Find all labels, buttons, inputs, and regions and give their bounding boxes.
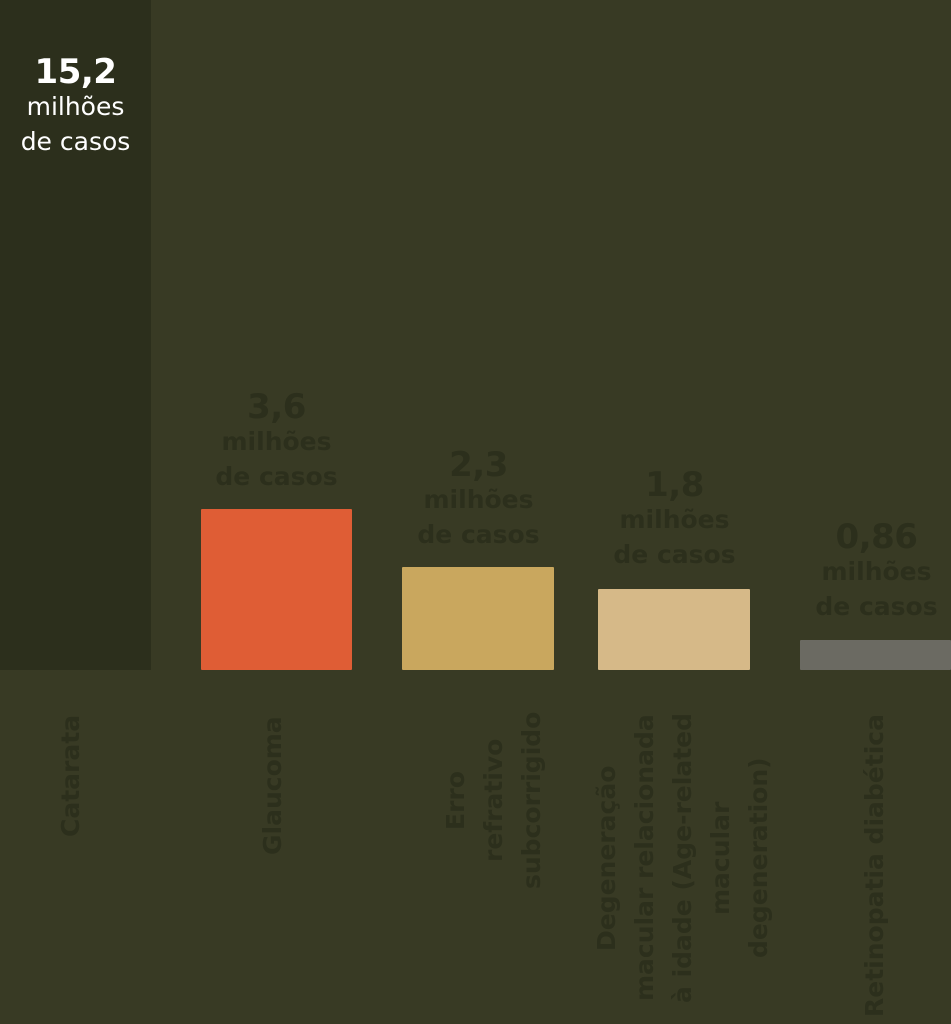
bar-retinopatia-diabetica — [800, 640, 951, 670]
bar-erro-refrativo — [402, 567, 554, 670]
category-label-degeneracao-macular: Degeneração macular relacionada à idade … — [592, 713, 773, 1003]
value-unit: milhões — [26, 92, 125, 121]
category-label-erro-refrativo: Erro refrativo subcorrigido — [441, 711, 546, 890]
value-unit: de casos — [417, 520, 540, 549]
value-label-degeneracao-macular: 1,8 milhões de casos — [584, 468, 765, 572]
category-label-retinopatia-diabetica: Retinopatia diabética — [860, 714, 889, 1017]
category-label-glaucoma: Glaucoma — [258, 716, 287, 855]
value-number: 3,6 — [247, 387, 306, 427]
value-unit: de casos — [215, 462, 338, 491]
value-label-retinopatia-diabetica: 0,86 milhões de casos — [786, 520, 951, 624]
bar-glaucoma — [201, 509, 352, 670]
value-label-erro-refrativo: 2,3 milhões de casos — [388, 448, 569, 552]
value-label-catarata: 15,2 milhões de casos — [0, 55, 151, 159]
value-unit: de casos — [20, 127, 131, 156]
value-unit: milhões — [221, 427, 332, 456]
value-number: 2,3 — [449, 445, 508, 485]
value-unit: milhões — [619, 505, 730, 534]
value-unit: milhões — [821, 557, 932, 586]
value-number: 15,2 — [34, 52, 117, 92]
bar-catarata — [0, 0, 151, 670]
value-unit: milhões — [423, 485, 534, 514]
value-unit: de casos — [613, 540, 736, 569]
value-number: 0,86 — [835, 517, 918, 557]
value-unit: de casos — [815, 592, 938, 621]
category-label-catarata: Catarata — [56, 714, 85, 837]
value-number: 1,8 — [645, 465, 704, 505]
bar-degeneracao-macular — [598, 589, 750, 670]
value-label-glaucoma: 3,6 milhões de casos — [186, 390, 367, 494]
